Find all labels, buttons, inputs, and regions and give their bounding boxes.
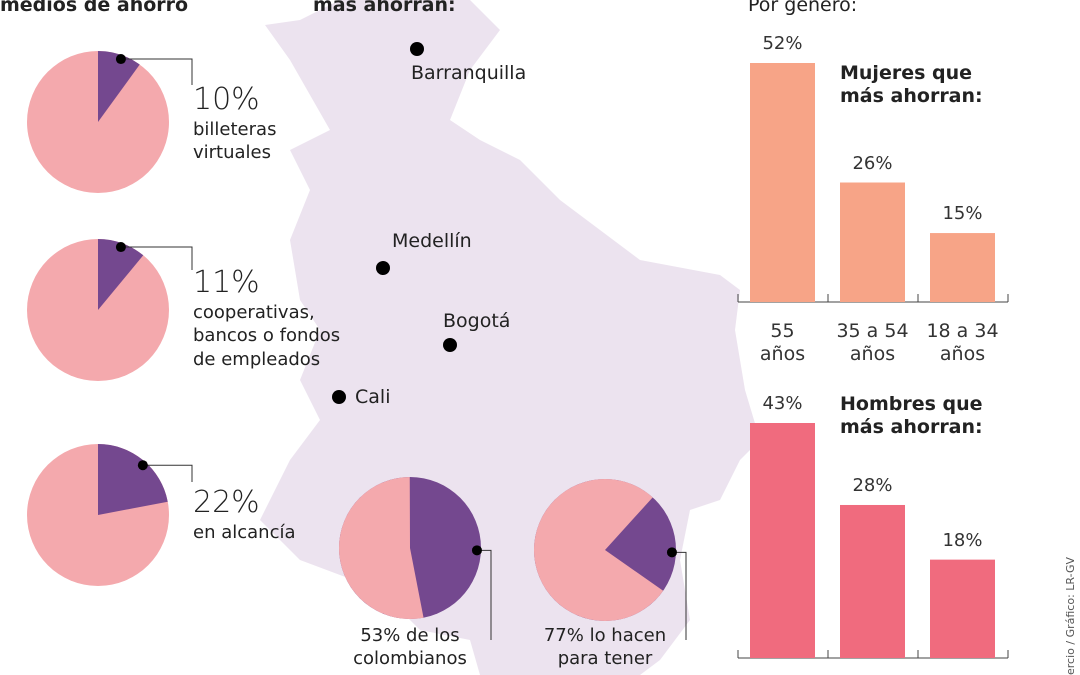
city-label: Medellín <box>392 230 472 252</box>
bar-value-label: 28% <box>852 474 893 496</box>
bar <box>930 559 995 658</box>
leader-dot <box>137 460 148 471</box>
left-title: medios de ahorro <box>0 0 189 16</box>
pie-value-label: 11% <box>193 265 260 300</box>
pie-label: billeteras virtuales <box>193 119 277 164</box>
bar-value-label: 52% <box>762 33 803 54</box>
center-title: más ahorran: <box>313 0 456 16</box>
pie-slice <box>534 478 664 621</box>
pie-slice <box>339 477 424 619</box>
city-label: Barranquilla <box>411 62 527 84</box>
pie-value-label: 22% <box>193 485 260 520</box>
pie-label: en alcancía <box>193 522 296 543</box>
x-tick-label: 55 años <box>759 320 806 365</box>
bar-value-label: 43% <box>762 393 803 414</box>
pie-value-label: 10% <box>193 82 260 117</box>
leader-dot <box>115 54 126 65</box>
bar-value-label: 18% <box>942 529 983 551</box>
leader-dot <box>115 242 126 253</box>
leader-line <box>142 464 193 482</box>
bar-title: Mujeres que más ahorran: <box>840 62 983 107</box>
pie-label: 53% de los colombianos <box>353 625 467 669</box>
bar-title: Hombres que más ahorran: <box>840 393 983 438</box>
leader-dot <box>666 547 677 558</box>
pie-slice <box>98 444 168 515</box>
leader-dot <box>471 545 482 556</box>
city-label: Cali <box>355 386 391 408</box>
leader-line <box>120 58 193 85</box>
pie-label: cooperativas, bancos o fondos de emplead… <box>193 302 341 370</box>
city-dot <box>410 42 424 56</box>
bar <box>840 504 905 658</box>
x-tick-label: 18 a 34 años <box>926 320 999 365</box>
city-dot <box>376 261 390 275</box>
credit: ercio / Gráfico: LR-GV <box>1064 556 1077 675</box>
city-dot <box>332 390 346 404</box>
right-title: Por género: <box>748 0 858 16</box>
x-tick-label: 35 a 54 años <box>836 320 909 365</box>
pie-slice <box>98 239 144 310</box>
city-dot <box>443 338 457 352</box>
pie-label: 77% lo hacen para tener <box>543 625 667 669</box>
city-label: Bogotá <box>443 310 511 332</box>
bar-value-label: 26% <box>852 152 893 174</box>
pie-slice <box>98 51 140 122</box>
leader-line <box>120 246 193 270</box>
bar <box>750 63 815 302</box>
bar-value-label: 15% <box>942 203 983 225</box>
bar <box>750 423 815 658</box>
bar <box>840 182 905 302</box>
bar <box>930 233 995 302</box>
